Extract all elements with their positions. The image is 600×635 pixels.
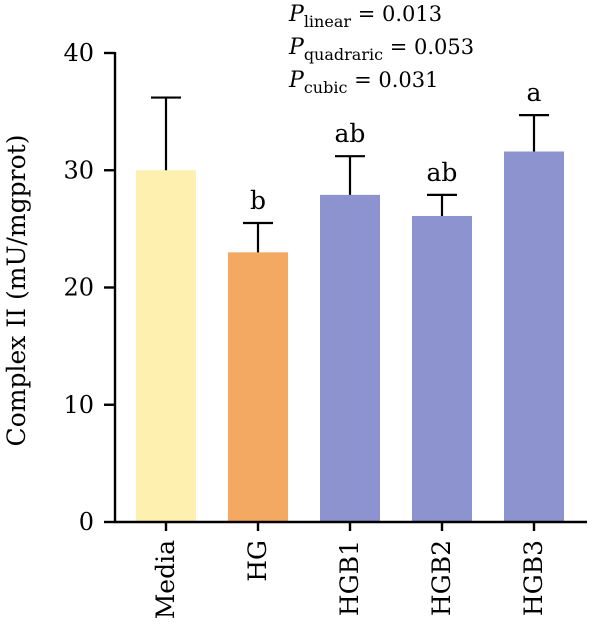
p-value-quadraric: Pquadraric = 0.053 <box>288 35 474 64</box>
error-bar-hgb2 <box>427 193 457 216</box>
significance-letter-hg: b <box>250 186 266 215</box>
y-tick-label-40: 40 <box>63 39 94 67</box>
significance-letter-hgb2: ab <box>427 158 458 187</box>
significance-letters-group: b ab ab a <box>250 78 542 215</box>
x-labels-group: Media HG HGB1 HGB2 HGB3 <box>151 540 548 619</box>
significance-letter-hgb1: ab <box>335 119 366 148</box>
y-ticks-group: 0 10 20 30 40 <box>63 39 115 536</box>
y-axis-title: Complex II (mU/mgprot) <box>2 135 31 447</box>
x-tick-label-media: Media <box>151 540 180 619</box>
bar-media <box>136 170 196 522</box>
p-value-annotations: Plinear = 0.013 Pquadraric = 0.053 Pcubic … <box>288 2 474 97</box>
x-tick-label-hgb1: HGB1 <box>335 540 364 616</box>
error-bar-hg <box>243 221 273 253</box>
y-tick-label-20: 20 <box>63 274 94 302</box>
bars-group <box>136 151 564 523</box>
error-bars-group <box>151 96 549 253</box>
error-bar-hgb1 <box>335 155 365 195</box>
bar-hg <box>228 252 288 522</box>
y-tick-label-30: 30 <box>63 156 94 184</box>
p-value-cubic: Pcubic = 0.031 <box>288 68 438 97</box>
error-bar-media <box>151 96 181 171</box>
y-tick-label-0: 0 <box>79 508 94 536</box>
p-value-linear: Plinear = 0.013 <box>288 2 442 31</box>
y-tick-label-10: 10 <box>63 391 94 419</box>
x-tick-label-hgb2: HGB2 <box>427 540 456 616</box>
bar-hgb3 <box>504 151 564 523</box>
bar-hgb1 <box>320 194 380 522</box>
x-tick-label-hg: HG <box>243 540 272 582</box>
x-tick-label-hgb3: HGB3 <box>519 540 548 616</box>
error-bar-hgb3 <box>519 114 549 152</box>
bar-hgb2 <box>412 215 472 523</box>
significance-letter-hgb3: a <box>527 78 542 107</box>
